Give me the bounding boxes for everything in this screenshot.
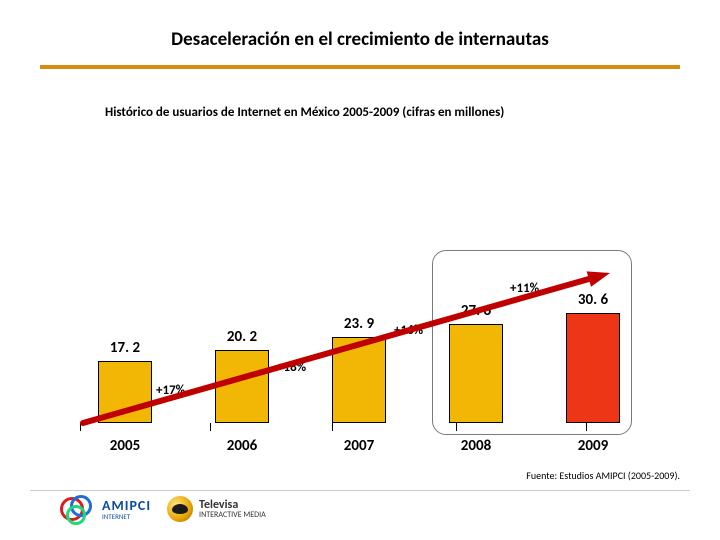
amipci-logo: AMIPCI INTERNET: [60, 495, 151, 523]
x-label: 2008: [446, 437, 506, 455]
logo-group: AMIPCI INTERNET Televisa INTERACTIVE MED…: [30, 495, 690, 523]
bar: [332, 337, 386, 423]
bar-value-label: 27. 6: [446, 302, 506, 320]
amipci-name: AMIPCI: [102, 499, 151, 513]
title-rule: [40, 65, 680, 69]
bar-value-label: 23. 9: [329, 315, 389, 333]
televisa-sub: INTERACTIVE MEDIA: [199, 511, 266, 519]
bar-value-label: 30. 6: [563, 291, 623, 309]
bar-value-label: 17. 2: [95, 339, 155, 357]
growth-label: +11%: [510, 281, 539, 296]
growth-label: +16%: [394, 323, 423, 338]
tick: [332, 423, 333, 431]
bar: [566, 313, 620, 423]
growth-label: +18%: [277, 360, 306, 375]
subtitle: Histórico de usuarios de Internet en Méx…: [105, 105, 504, 120]
televisa-icon: [167, 496, 193, 522]
amipci-text: AMIPCI INTERNET: [102, 499, 151, 520]
slide-title: Desaceleración en el crecimiento de inte…: [0, 28, 720, 51]
amipci-sub: INTERNET: [102, 513, 151, 520]
tick: [210, 423, 211, 431]
source-note: Fuente: Estudios AMIPCI (2005-2009).: [526, 469, 680, 482]
tick: [586, 423, 587, 431]
slide: Desaceleración en el crecimiento de inte…: [0, 0, 720, 540]
amipci-icon: [60, 495, 96, 523]
tick: [80, 423, 81, 431]
x-axis-ticks: [80, 423, 640, 433]
x-label: 2005: [95, 437, 155, 455]
bar: [98, 361, 152, 423]
growth-label: +17%: [156, 383, 185, 398]
bar-chart: 17. 2 20. 2 23. 9 27. 6 30. 6 +17% +18% …: [80, 155, 640, 460]
tick: [456, 423, 457, 431]
x-label: 2006: [212, 437, 272, 455]
x-label: 2009: [563, 437, 623, 455]
televisa-text: Televisa INTERACTIVE MEDIA: [199, 499, 266, 519]
bar-value-label: 20. 2: [212, 328, 272, 346]
bar: [449, 324, 503, 423]
logo-bar: AMIPCI INTERNET Televisa INTERACTIVE MED…: [30, 490, 690, 530]
bar: [215, 350, 269, 423]
televisa-logo: Televisa INTERACTIVE MEDIA: [167, 496, 266, 522]
x-label: 2007: [329, 437, 389, 455]
